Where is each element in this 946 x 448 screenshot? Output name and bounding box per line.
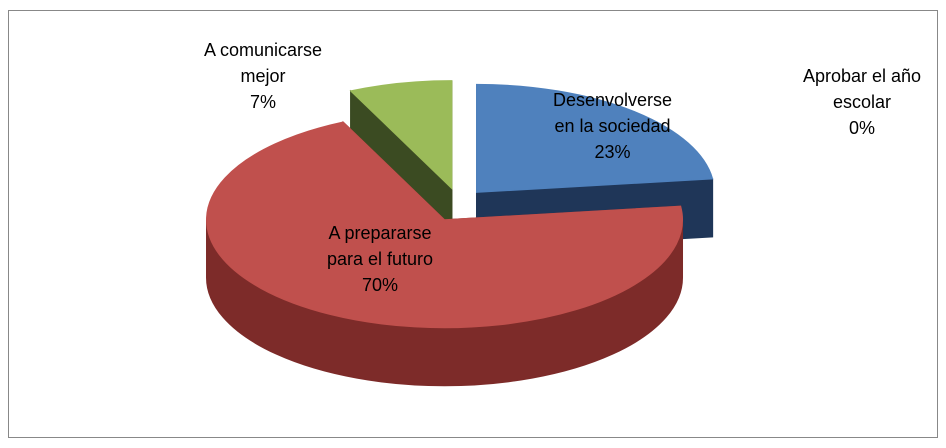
data-label: A comunicarse mejor 7% (193, 37, 333, 115)
slice (349, 80, 453, 190)
data-label: Desenvolverse en la sociedad 23% (545, 87, 680, 165)
value-label: 23% (594, 142, 631, 162)
slice (476, 83, 714, 193)
value-label: 0% (848, 118, 875, 138)
category-label: A comunicarse mejor (203, 40, 323, 86)
value-label: 70% (361, 275, 399, 295)
category-label: Desenvolverse en la sociedad (552, 90, 673, 136)
value-label: 7% (249, 92, 276, 112)
data-label: A prepararse para el futuro 70% (310, 220, 450, 298)
category-label: A prepararse para el futuro (326, 223, 434, 269)
data-label: Aprobar el año escolar 0% (792, 63, 932, 141)
slice (206, 121, 683, 329)
category-label: Aprobar el año escolar (802, 66, 922, 112)
